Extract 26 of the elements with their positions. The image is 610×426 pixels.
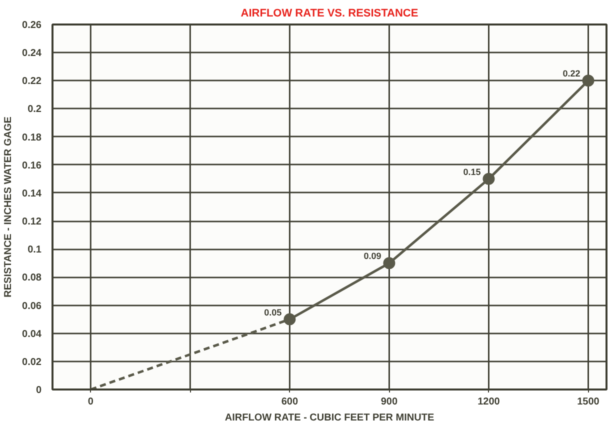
data-label: 0.22: [562, 68, 580, 79]
x-tick-label: 0: [88, 396, 94, 408]
y-tick-label: 0.2: [28, 104, 42, 116]
y-tick-label: 0.26: [22, 20, 42, 31]
chart-title: AIRFLOW RATE VS. RESISTANCE: [240, 8, 418, 20]
y-tick-label: 0.06: [22, 300, 42, 312]
x-tick-label: 1500: [577, 396, 600, 408]
y-axis-title: RESISTANCE - INCHES WATER GAGE: [3, 116, 14, 298]
y-tick-label: 0.22: [22, 76, 42, 88]
y-tick-label: 0.18: [22, 132, 42, 144]
data-label: 0.05: [264, 307, 282, 318]
y-tick-label: 0.04: [22, 328, 42, 340]
y-tick-label: 0.14: [22, 188, 42, 200]
data-label: 0.09: [364, 251, 382, 262]
x-axis-title: AIRFLOW RATE - CUBIC FEET PER MINUTE: [224, 412, 434, 424]
y-tick-label: 0.02: [22, 356, 42, 368]
y-tick-label: 0.1: [28, 244, 42, 256]
y-tick-label: 0.16: [22, 160, 42, 172]
x-tick-label: 900: [380, 396, 398, 408]
y-tick-label: 0.08: [22, 272, 42, 284]
x-tick-label: 600: [281, 396, 298, 408]
data-label: 0.15: [463, 166, 481, 177]
y-tick-label: 0.12: [22, 216, 42, 228]
y-tick-label: 0.24: [22, 48, 42, 60]
x-tick-label: 1200: [478, 396, 500, 408]
y-tick-label: 0: [36, 385, 42, 396]
